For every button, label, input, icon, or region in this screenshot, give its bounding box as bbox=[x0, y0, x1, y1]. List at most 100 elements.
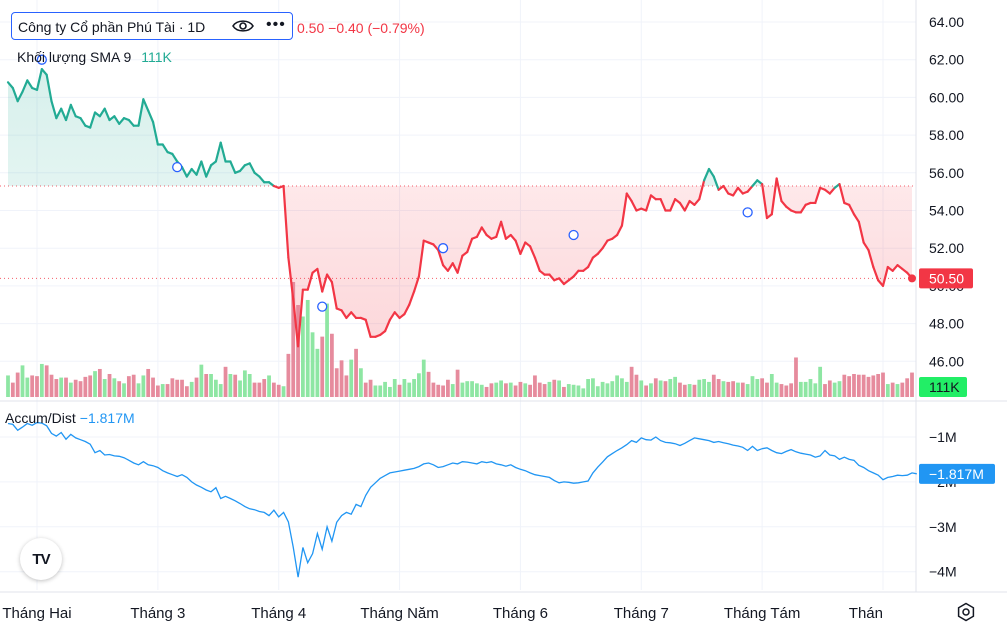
volume-bar bbox=[368, 379, 373, 397]
volume-bar bbox=[484, 386, 489, 397]
volume-bar bbox=[668, 379, 673, 397]
volume-bar bbox=[774, 382, 779, 397]
volume-bar bbox=[692, 384, 697, 397]
volume-bar bbox=[856, 374, 861, 397]
price-segment bbox=[475, 226, 483, 238]
price-segment bbox=[437, 248, 445, 267]
volume-bar bbox=[731, 381, 736, 397]
volume-bar bbox=[54, 379, 59, 397]
volume-bar bbox=[789, 383, 794, 397]
volume-bar bbox=[131, 374, 136, 397]
price-segment bbox=[683, 199, 691, 212]
price-segment bbox=[282, 184, 290, 259]
volume-bar bbox=[504, 383, 508, 397]
accum-dist-tag bbox=[919, 463, 995, 484]
volume-bar bbox=[320, 336, 325, 397]
price-segment bbox=[848, 203, 856, 216]
price-segment bbox=[838, 183, 846, 205]
volume-bar bbox=[73, 379, 78, 397]
price-segment bbox=[533, 256, 541, 272]
volume-bar bbox=[562, 386, 566, 397]
volume-bar bbox=[658, 380, 663, 397]
volume-bar bbox=[494, 382, 499, 397]
event-marker bbox=[742, 207, 753, 218]
price-segment bbox=[147, 109, 155, 124]
eye-icon[interactable] bbox=[232, 18, 254, 34]
volume-bar bbox=[600, 381, 605, 397]
volume-bar bbox=[117, 381, 122, 397]
more-icon[interactable]: ••• bbox=[266, 16, 286, 33]
price-segment bbox=[287, 256, 295, 301]
volume-bar bbox=[291, 282, 296, 397]
price-segment bbox=[325, 273, 333, 284]
price-segment bbox=[451, 262, 459, 274]
volume-bar bbox=[257, 382, 262, 397]
volume-bar bbox=[861, 374, 866, 397]
volume-bar bbox=[813, 383, 818, 397]
volume-bar bbox=[310, 332, 315, 397]
price-segment bbox=[412, 275, 421, 293]
price-segment bbox=[669, 198, 677, 212]
volume-bar bbox=[881, 372, 885, 397]
price-segment bbox=[678, 201, 686, 212]
tradingview-logo[interactable]: TV bbox=[20, 538, 62, 580]
price-segment bbox=[142, 98, 150, 112]
symbol-title[interactable]: Công ty Cổ phần Phú Tài · 1D bbox=[18, 19, 206, 35]
volume-bar bbox=[252, 382, 257, 397]
price-segment bbox=[441, 264, 450, 272]
volume-bar bbox=[10, 382, 15, 397]
volume-bar bbox=[141, 375, 146, 397]
volume-tag bbox=[919, 377, 967, 397]
time-tick-label: Tháng 3 bbox=[130, 605, 185, 622]
volume-bar bbox=[122, 383, 126, 397]
price-segment bbox=[118, 117, 126, 125]
price-segment bbox=[35, 68, 43, 91]
price-segment bbox=[616, 224, 624, 237]
volume-bar bbox=[653, 378, 658, 397]
volume-bar bbox=[784, 385, 789, 397]
price-tick-label: 46.00 bbox=[929, 353, 964, 369]
accum-dist-series bbox=[7, 421, 917, 578]
gear-icon[interactable] bbox=[956, 602, 976, 622]
price-segment bbox=[403, 303, 411, 316]
volume-bar bbox=[441, 385, 445, 397]
price-segment bbox=[11, 86, 19, 103]
price-segment bbox=[703, 167, 711, 182]
volume-legend[interactable]: Khối lượng SMA 9 111K bbox=[17, 49, 172, 65]
price-segment bbox=[89, 111, 97, 129]
volume-bar bbox=[900, 382, 905, 397]
volume-bar bbox=[624, 381, 629, 397]
volume-bar bbox=[421, 359, 426, 397]
volume-bar bbox=[339, 360, 344, 397]
volume-bar bbox=[542, 384, 547, 397]
volume-bar bbox=[175, 379, 180, 397]
volume-bar bbox=[649, 383, 653, 397]
accum-dist-legend-value: −1.817M bbox=[79, 410, 135, 426]
volume-bar bbox=[557, 380, 561, 397]
volume-bar bbox=[842, 374, 847, 397]
symbol-selector[interactable]: Công ty Cổ phần Phú Tài · 1D ••• bbox=[11, 12, 293, 40]
volume-bar bbox=[412, 379, 416, 397]
price-segment bbox=[736, 186, 744, 195]
time-tick-label: Tháng 6 bbox=[493, 605, 548, 622]
volume-bar bbox=[59, 377, 64, 397]
volume-bar bbox=[847, 376, 852, 397]
volume-bar bbox=[238, 380, 242, 397]
price-segment bbox=[625, 192, 633, 203]
volume-bar bbox=[436, 384, 441, 397]
volume-bar bbox=[465, 381, 470, 397]
event-marker bbox=[568, 229, 579, 241]
volume-bar bbox=[83, 376, 88, 397]
accum-dist-legend[interactable]: Accum/Dist −1.817M bbox=[5, 410, 135, 426]
price-tick-label: 60.00 bbox=[929, 89, 964, 105]
price-segment bbox=[596, 247, 604, 255]
price-segment bbox=[316, 267, 324, 293]
price-segment bbox=[321, 273, 329, 293]
price-segment bbox=[6, 81, 14, 90]
price-segment bbox=[432, 243, 440, 252]
price-tick-label: 52.00 bbox=[929, 240, 964, 256]
volume-bar bbox=[363, 382, 368, 397]
volume-bar bbox=[479, 384, 484, 397]
volume-bar bbox=[199, 364, 204, 397]
